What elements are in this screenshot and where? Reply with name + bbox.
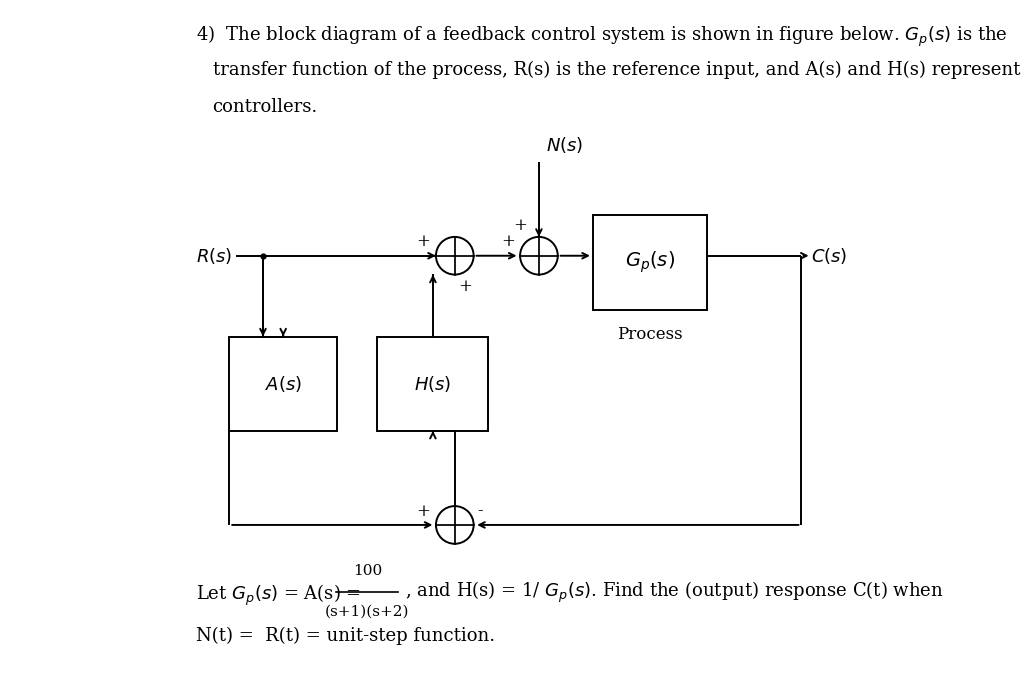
Text: $H(s)$: $H(s)$ bbox=[415, 374, 452, 394]
Text: $G_p(s)$: $G_p(s)$ bbox=[625, 250, 675, 275]
Text: controllers.: controllers. bbox=[213, 98, 317, 116]
Text: Process: Process bbox=[617, 326, 683, 343]
Text: transfer function of the process, R(s) is the reference input, and A(s) and H(s): transfer function of the process, R(s) i… bbox=[213, 61, 1020, 79]
Text: 4)  The block diagram of a feedback control system is shown in figure below. $G_: 4) The block diagram of a feedback contr… bbox=[196, 24, 1008, 48]
Text: +: + bbox=[458, 278, 472, 295]
Text: $C(s)$: $C(s)$ bbox=[811, 246, 848, 266]
Text: +: + bbox=[417, 503, 430, 520]
Text: -: - bbox=[477, 503, 482, 520]
Text: N(t) =  R(t) = unit-step function.: N(t) = R(t) = unit-step function. bbox=[196, 627, 495, 645]
Bar bbox=[229, 336, 337, 431]
Text: $N(s)$: $N(s)$ bbox=[546, 135, 583, 155]
Text: +: + bbox=[501, 234, 515, 250]
Text: Let $G_p(s)$ = A(s) =: Let $G_p(s)$ = A(s) = bbox=[196, 583, 362, 608]
Text: $A(s)$: $A(s)$ bbox=[264, 374, 302, 394]
Bar bbox=[593, 215, 708, 310]
Text: , and H(s) = 1/ $G_p(s)$. Find the (output) response C(t) when: , and H(s) = 1/ $G_p(s)$. Find the (outp… bbox=[406, 579, 944, 605]
Text: (s+1)(s+2): (s+1)(s+2) bbox=[325, 605, 410, 619]
Text: +: + bbox=[513, 217, 526, 234]
Bar bbox=[378, 336, 488, 431]
Text: +: + bbox=[417, 234, 430, 250]
Text: 100: 100 bbox=[352, 564, 382, 578]
Text: $R(s)$: $R(s)$ bbox=[196, 246, 232, 266]
